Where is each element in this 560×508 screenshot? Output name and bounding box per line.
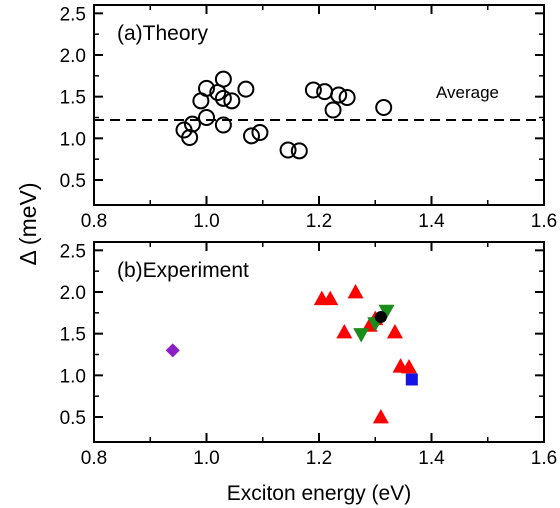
data-point-circle xyxy=(338,89,356,106)
data-point-triangle-up xyxy=(372,409,389,424)
data-point-circle xyxy=(316,83,334,101)
data-point-circle xyxy=(198,109,215,126)
points-experiment xyxy=(165,284,418,424)
x-tick-label-theory: 1.4 xyxy=(418,211,445,232)
data-point-circle xyxy=(237,80,255,98)
x-tick-label-experiment: 1.6 xyxy=(531,448,557,469)
data-point-triangle-up xyxy=(322,290,339,306)
data-point-circle xyxy=(198,79,215,97)
y-tick-label-experiment: 1.5 xyxy=(60,325,86,346)
data-point-circle xyxy=(324,101,342,119)
y-tick-label-experiment: 2.5 xyxy=(60,241,86,262)
axis-ticks-experiment: 0.8 1.0 1.2 1.4 1.6 0.5 1.0 1.5 2.0 2.5 xyxy=(60,241,558,469)
y-tick-label-theory: 2.5 xyxy=(60,4,86,25)
data-point-triangle-down xyxy=(378,304,395,320)
panel-experiment: (b)Experiment 0.8 1.0 1.2 1.4 1.6 0.5 1.0 1.5 2.… xyxy=(60,241,558,505)
data-point-circle xyxy=(214,116,232,134)
y-tick-label-experiment: 2.0 xyxy=(60,283,86,304)
data-point-triangle-down xyxy=(353,328,370,343)
axis-ticks-theory: 0.8 1.0 1.2 1.4 1.6 0.5 1.0 1.5 2.0 2.5 xyxy=(60,4,558,232)
y-tick-label-experiment: 1.0 xyxy=(60,366,86,387)
x-axis-title: Exciton energy (eV) xyxy=(227,482,411,505)
data-point-circle xyxy=(214,89,232,107)
data-point-circle xyxy=(375,99,393,116)
data-point-circle xyxy=(214,70,232,88)
x-tick-label-experiment: 0.8 xyxy=(81,448,107,469)
y-tick-label-theory: 2.0 xyxy=(60,46,86,67)
panel-label-theory: (a)Theory xyxy=(117,22,209,45)
data-point-circle xyxy=(290,142,308,160)
data-point-circle xyxy=(279,141,297,159)
data-point-triangle-up xyxy=(347,284,364,299)
x-tick-label-experiment: 1.2 xyxy=(306,448,332,469)
y-tick-label-experiment: 0.5 xyxy=(60,408,86,429)
x-tick-label-experiment: 1.4 xyxy=(418,448,445,469)
x-tick-label-experiment: 1.0 xyxy=(193,448,219,469)
data-point-square xyxy=(405,373,418,386)
y-axis-title: Δ (meV) xyxy=(15,182,41,265)
x-tick-label-theory: 0.8 xyxy=(81,211,107,232)
data-point-circle xyxy=(181,129,199,146)
y-tick-label-theory: 0.5 xyxy=(60,171,86,192)
data-point-circle xyxy=(304,81,322,99)
data-point-triangle-up xyxy=(386,324,403,339)
data-point-circle xyxy=(330,86,348,104)
data-point-triangle-up xyxy=(336,324,353,339)
data-point-circle xyxy=(183,115,201,133)
data-point-filled-circle xyxy=(374,311,387,323)
points-theory xyxy=(175,70,393,160)
x-tick-label-theory: 1.6 xyxy=(531,211,557,232)
data-point-circle xyxy=(251,124,269,141)
data-point-diamond xyxy=(165,343,180,358)
panel-theory: (a)Theory 0.8 1.0 1.2 1.4 1.6 0.5 1.0 1.5 2.0 2.5… xyxy=(60,4,558,232)
data-point-circle xyxy=(243,127,260,145)
average-label: Average xyxy=(436,83,499,102)
x-tick-label-theory: 1.2 xyxy=(306,211,332,232)
x-tick-label-theory: 1.0 xyxy=(193,211,219,232)
data-point-triangle-up xyxy=(401,359,417,374)
y-tick-label-theory: 1.5 xyxy=(60,88,86,109)
data-point-circle xyxy=(223,92,241,110)
panel-label-experiment: (b)Experiment xyxy=(117,259,249,282)
y-tick-label-theory: 1.0 xyxy=(60,129,86,150)
